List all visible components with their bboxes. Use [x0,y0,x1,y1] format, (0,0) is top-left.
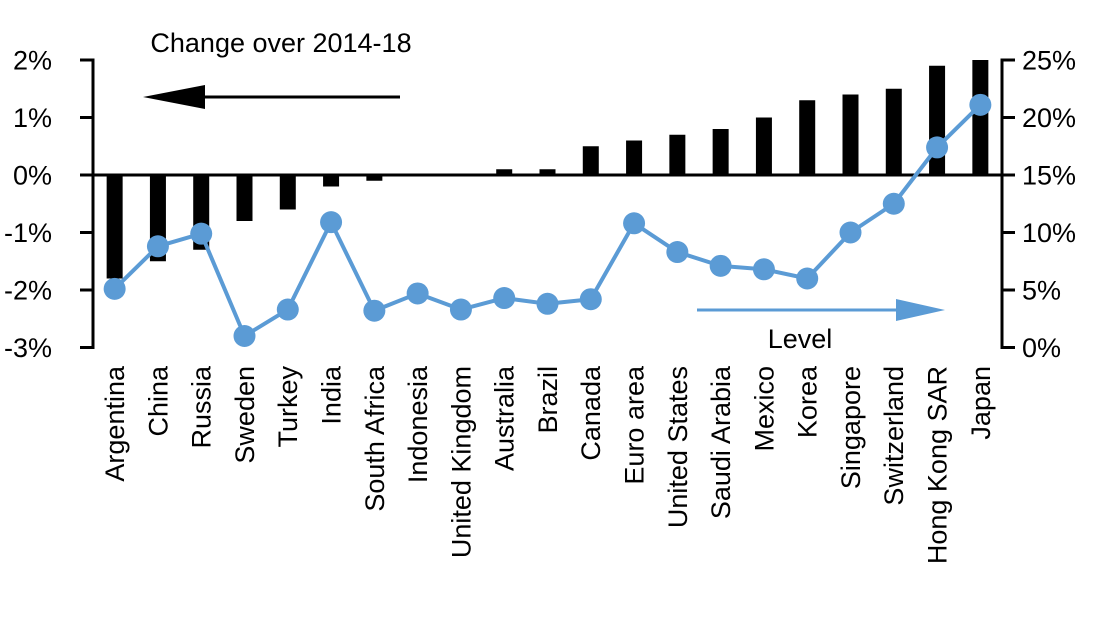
bar-South Africa [366,175,383,181]
dot-Indonesia [406,282,429,305]
bar-Japan [972,60,989,175]
bar-India [323,175,340,187]
category-label-Canada: Canada [576,365,606,461]
dot-Singapore [839,221,862,244]
dot-China [146,235,169,258]
dot-Russia [190,222,213,245]
right-axis-tick-label: 20% [1022,103,1076,133]
right-axis-tick-label: 25% [1022,45,1076,75]
category-label-Singapore: Singapore [836,366,866,489]
bar-Korea [799,100,816,175]
category-label-Sweden: Sweden [230,366,260,464]
dot-Turkey [276,298,299,321]
dot-Brazil [536,292,559,315]
right-axis-tick-label: 10% [1022,218,1076,248]
left-axis-tick-label: -3% [4,333,52,363]
category-label-Switzerland: Switzerland [879,366,909,506]
dot-Australia [493,287,516,310]
category-label-Brazil: Brazil [533,366,563,434]
dot-Saudi Arabia [709,254,732,277]
bars-series-label: Change over 2014-18 [150,28,412,58]
right-axis-tick-label: 5% [1022,275,1061,305]
category-label-Saudi Arabia: Saudi Arabia [706,365,736,519]
left-axis-tick-label: -2% [4,275,52,305]
bar-Canada [582,146,599,175]
category-label-South Africa: South Africa [360,365,390,512]
bar-Argentina [106,175,123,279]
left-axis-tick-label: -1% [4,218,52,248]
category-label-Mexico: Mexico [749,366,779,452]
bar-Sweden [236,175,253,221]
category-label-Russia: Russia [187,365,217,449]
dot-Sweden [233,325,256,347]
dot-Euro area [623,212,646,235]
category-label-Turkey: Turkey [273,366,303,448]
dot-Argentina [103,277,126,300]
line-series-label: Level [767,324,833,354]
category-label-Argentina: Argentina [100,365,130,482]
bar-Switzerland [885,88,902,175]
left-axis-tick-label: 2% [13,45,52,75]
bar-United States [669,134,686,175]
dot-South Africa [363,299,386,322]
left-axis-tick-label: 0% [13,160,52,190]
bar-Hong Kong SAR [929,65,946,175]
category-label-Indonesia: Indonesia [403,365,433,483]
dot-United States [666,241,689,264]
change-arrow-left-icon [143,85,205,109]
right-axis-tick-label: 0% [1022,333,1061,363]
category-label-Japan: Japan [966,366,996,440]
left-axis-tick-label: 1% [13,103,52,133]
category-label-India: India [317,365,347,425]
dot-United Kingdom [449,298,472,321]
dot-Korea [796,267,819,290]
category-label-United Kingdom: United Kingdom [446,366,476,558]
category-label-Hong Kong SAR: Hong Kong SAR [923,366,953,564]
bar-Mexico [755,117,772,175]
dot-Switzerland [882,192,905,215]
right-axis-tick-label: 15% [1022,160,1076,190]
category-label-United States: United States [663,366,693,528]
bar-Brazil [539,169,556,175]
category-label-Australia: Australia [490,365,520,471]
level-arrow-right-icon [896,299,945,321]
bar-Australia [496,169,513,175]
category-label-Euro area: Euro area [620,365,650,485]
bar-Euro area [626,140,643,175]
bar-Saudi Arabia [712,129,729,175]
dot-Japan [969,93,992,116]
dot-Canada [579,288,602,311]
category-label-China: China [143,365,173,437]
bar-Singapore [842,94,859,175]
bar-Turkey [279,175,296,210]
dot-Hong Kong SAR [926,136,949,159]
dot-India [320,211,343,234]
category-label-Korea: Korea [793,365,823,438]
dot-Mexico [752,258,775,281]
